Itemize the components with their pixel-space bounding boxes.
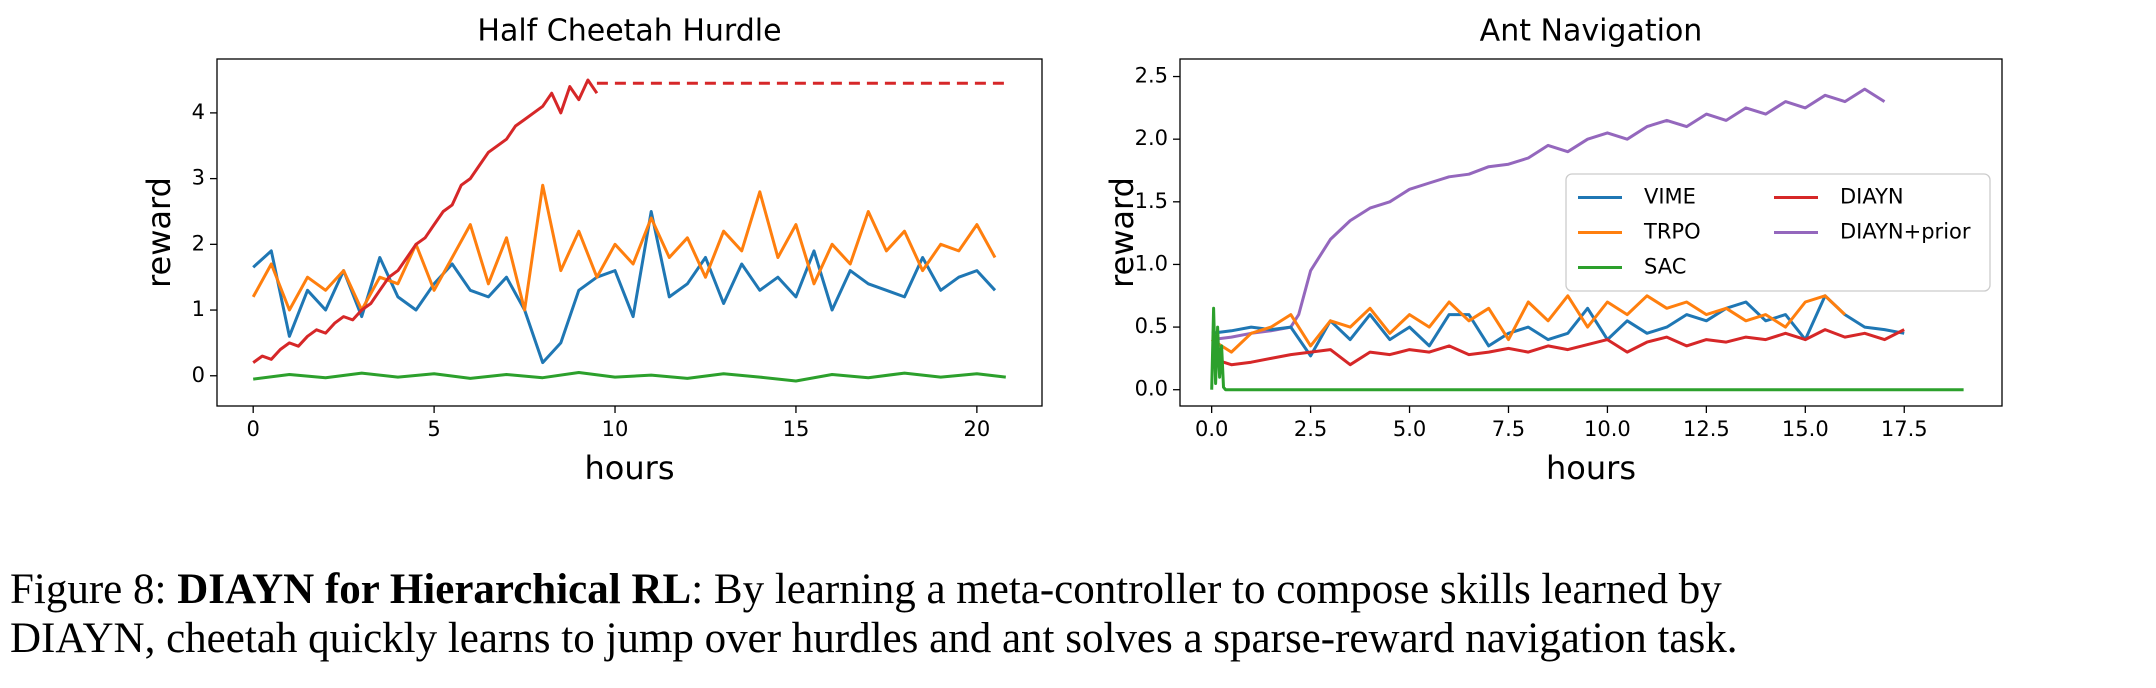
y-tick-label: 0.0 [1135,377,1168,401]
series-line [253,371,1006,383]
series-line [251,183,997,312]
caption-line: Figure 8: DIAYN for Hierarchical RL: By … [10,565,1722,614]
x-tick-label: 0 [246,417,259,441]
series-line [1210,306,1964,392]
y-axis-label: reward [140,177,178,288]
chart-title: Ant Navigation [1480,14,1703,49]
y-tick-label: 1.0 [1135,251,1168,275]
y-tick-label: 2 [192,231,205,255]
y-axis-label: reward [1103,177,1141,288]
y-tick-label: 1 [192,297,205,321]
legend-label: DIAYN+prior [1840,220,1971,244]
x-tick-label: 10 [602,417,629,441]
series-line [252,78,599,364]
legend-label: TRPO [1643,220,1701,244]
y-tick-label: 3 [192,166,205,190]
x-tick-label: 2.5 [1294,417,1327,441]
x-tick-label: 15 [783,417,810,441]
x-tick-label: 20 [964,417,991,441]
x-axis-label: hours [585,449,675,487]
x-tick-label: 10.0 [1584,417,1631,441]
y-tick-label: 0 [192,363,205,387]
figure: Half Cheetah Hurdle 0 5 10 15 20 0 1 2 3 4 hours rew… [140,14,2003,487]
x-tick-label: 12.5 [1683,417,1730,441]
chart-title: Half Cheetah Hurdle [477,14,781,49]
x-tick-label: 7.5 [1492,417,1525,441]
series-line [1211,328,1905,367]
plot-frame [1179,58,2003,407]
y-tick-label: 4 [192,100,205,124]
x-tick-label: 15.0 [1782,417,1829,441]
caption-text: : By learning a meta-controller to compo… [691,566,1722,613]
y-tick-label: 0.5 [1135,314,1168,338]
caption-bold: DIAYN for Hierarchical RL [177,566,692,613]
plot-frame [216,58,1043,407]
series-line [1210,294,1846,354]
x-tick-label: 17.5 [1881,417,1928,441]
legend-label: DIAYN [1840,185,1904,209]
x-tick-label: 0.0 [1195,417,1228,441]
x-axis-label: hours [1546,449,1636,487]
x-tick-label: 5 [427,417,440,441]
series-line [1211,87,1886,342]
y-tick-label: 2.5 [1135,64,1168,88]
caption-label: Figure 8: [10,566,167,613]
legend-label: SAC [1644,255,1686,279]
y-tick-label: 2.0 [1135,126,1168,150]
legend-label: VIME [1644,185,1696,209]
series-line [252,210,997,365]
caption-line: DIAYN, cheetah quickly learns to jump ov… [10,615,1738,662]
y-tick-label: 1.5 [1135,189,1168,213]
x-tick-label: 5.0 [1393,417,1426,441]
